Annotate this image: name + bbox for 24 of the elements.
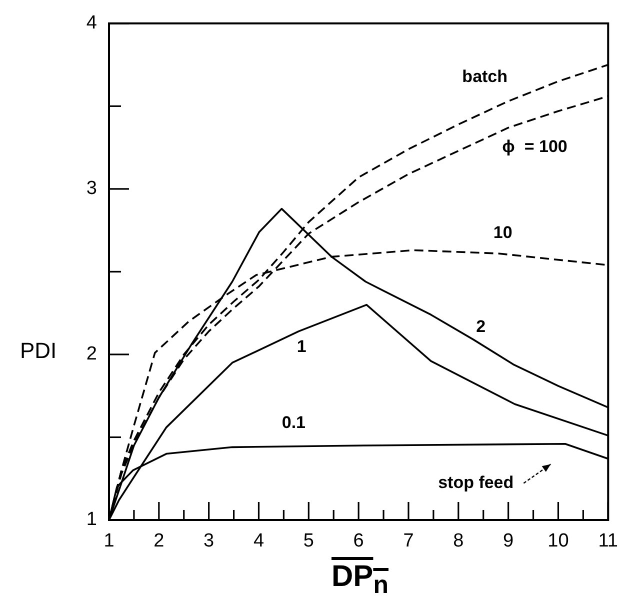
y-tick-label: 1 — [86, 509, 97, 530]
y-axis-title: PDI — [20, 338, 57, 364]
x-axis-title: DP$_{n}$ — [332, 560, 388, 599]
series-label: 2 — [476, 317, 486, 336]
x-tick-label: 4 — [253, 530, 264, 552]
x-tick-label: 9 — [503, 530, 514, 552]
x-tick-label: 7 — [403, 530, 414, 552]
series-label: batch — [462, 67, 508, 86]
x-tick-label: 6 — [353, 530, 364, 552]
y-tick-label: 4 — [86, 12, 98, 34]
y-tick-label: 2 — [86, 344, 97, 365]
x-tick-label: 8 — [453, 530, 464, 552]
x-tick-label: 2 — [154, 530, 164, 552]
series-label: 0.1 — [282, 412, 306, 432]
x-tick-label: 3 — [204, 530, 214, 552]
x-tick-label: 10 — [548, 530, 569, 552]
x-tick-label: 1 — [104, 530, 114, 552]
x-tick-label: 11 — [598, 530, 618, 552]
series-label: 1 — [296, 336, 306, 356]
series-label: ϕ = 100 — [502, 137, 568, 156]
x-tick-label: 5 — [303, 530, 314, 552]
annotation: stop feed — [438, 472, 514, 492]
y-tick-label: 3 — [86, 178, 97, 200]
series-label: 10 — [493, 223, 512, 242]
